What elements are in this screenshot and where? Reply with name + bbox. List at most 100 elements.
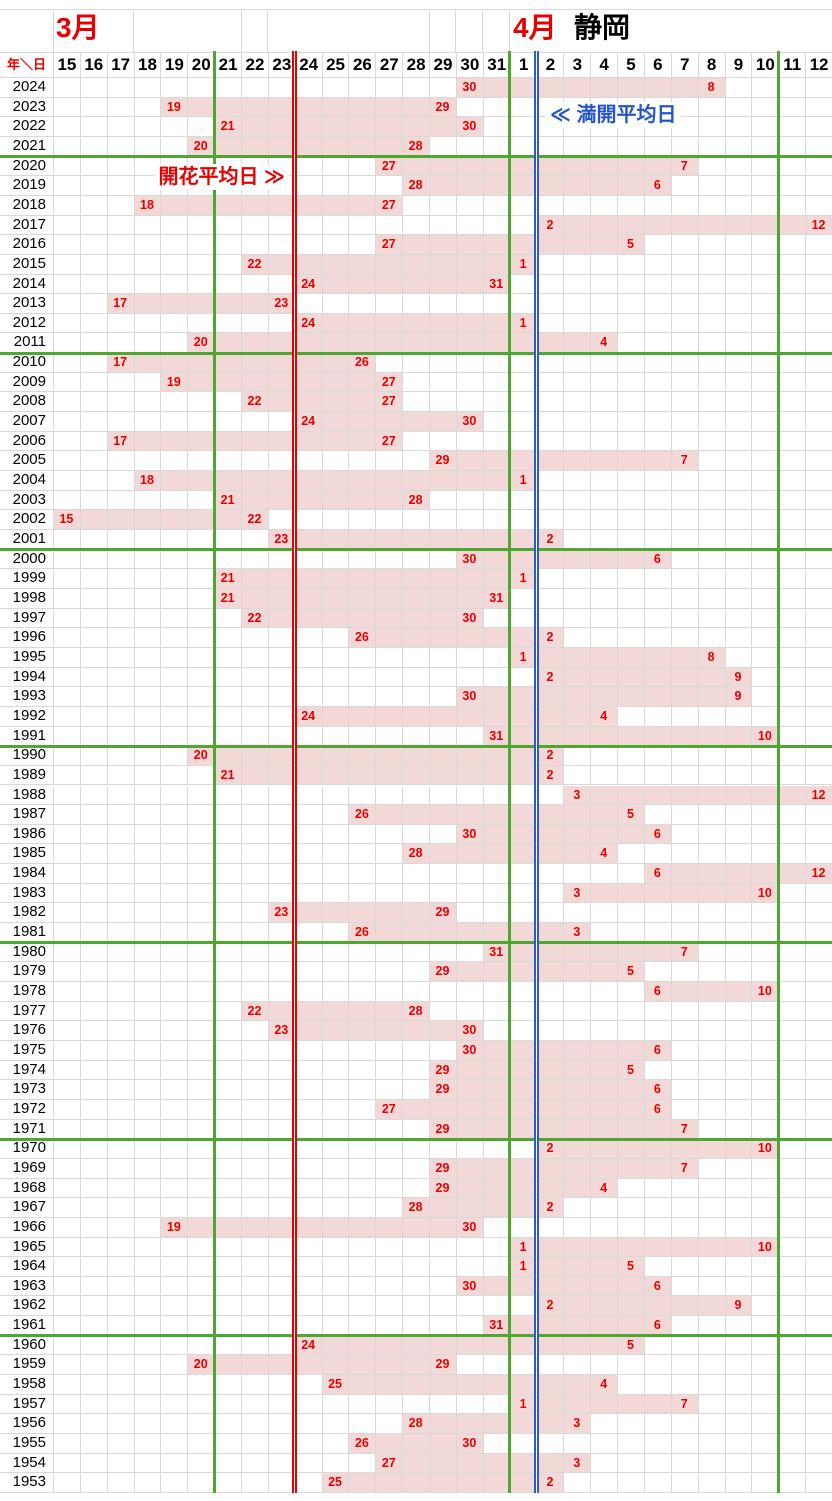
day-cell: [375, 1198, 402, 1217]
flowering-date-label: 27: [381, 158, 396, 173]
full-bloom-date-label: 3: [573, 925, 581, 940]
flowering-date-label: 30: [462, 80, 477, 94]
bloom-period-bar: [321, 1473, 564, 1492]
day-cell: [348, 412, 375, 431]
day-cell: [563, 1119, 590, 1139]
day-cell: [455, 549, 483, 569]
day-cell: [160, 117, 187, 136]
day-cell: [106, 647, 134, 667]
day-cell: [751, 117, 778, 136]
day-cell: [160, 412, 187, 431]
day-cell: [536, 274, 564, 294]
day-cell: [106, 451, 134, 471]
day-cell: [670, 844, 698, 864]
day-cell: [53, 667, 80, 687]
day-cell: [751, 805, 778, 824]
full-bloom-date-label: 31: [489, 590, 504, 605]
day-cell: [106, 136, 134, 156]
day-cell: [617, 1080, 644, 1099]
flowering-date-label: 2: [546, 1141, 554, 1156]
day-cell: [429, 1414, 456, 1434]
day-cell: [724, 785, 752, 805]
day-cell: [643, 1198, 671, 1217]
day-cell: [590, 746, 617, 765]
day-cell: [509, 628, 537, 647]
day-cell: [106, 785, 134, 805]
day-cell: [294, 294, 322, 313]
day-cell: [617, 942, 644, 962]
day-cell: [563, 156, 590, 176]
day-cell: [214, 746, 241, 765]
day-cell: [241, 215, 268, 235]
day-cell: [563, 1355, 590, 1375]
full-bloom-date-label: 23: [274, 296, 289, 311]
day-cell: [79, 117, 107, 136]
day-cell: [751, 1021, 778, 1040]
flowering-date-label: 30: [462, 689, 477, 704]
day-cell: [805, 746, 832, 765]
day-cell: [53, 923, 80, 942]
day-cell: [482, 1434, 510, 1453]
day-cell: [348, 864, 375, 883]
day-cell: [187, 1198, 214, 1217]
bloom-period-bar: [133, 195, 403, 215]
day-cell: [778, 1335, 805, 1355]
day-cell: [267, 1040, 295, 1060]
day-cell: [294, 1158, 322, 1178]
year-row: 2020 27 7: [0, 156, 832, 177]
year-row: 2004 18 1: [0, 471, 832, 491]
day-cell: [805, 530, 832, 549]
day-cell: [536, 490, 564, 510]
day-cell: [563, 982, 590, 1001]
day-cell: [133, 1099, 161, 1119]
day-cell: [563, 549, 590, 569]
day-cell: [106, 1217, 134, 1237]
day-cell: [724, 1119, 752, 1139]
day-cell: [241, 333, 268, 353]
day-cell: [79, 1414, 107, 1434]
day-cell: [321, 1099, 349, 1119]
day-cell: [160, 490, 187, 510]
day-cell: [348, 333, 375, 353]
bloom-period-bar: [241, 254, 537, 274]
day-cell: [348, 982, 375, 1001]
day-cell: [509, 176, 537, 195]
day-cell: [482, 235, 510, 254]
day-cell: [617, 1316, 644, 1335]
full-bloom-date-label: 1: [519, 315, 527, 330]
day-cell: [214, 1040, 241, 1060]
day-cell: [697, 1158, 725, 1178]
day-cell: [617, 1217, 644, 1237]
day-cell: [402, 392, 429, 412]
year-label: 1978: [12, 982, 46, 1000]
day-cell: [751, 785, 778, 805]
day-cell: [563, 588, 590, 608]
day-cell: [187, 195, 214, 215]
year-row: 1998 21 31: [0, 588, 832, 609]
day-cell: [160, 1355, 187, 1375]
day-cell: [241, 1119, 268, 1139]
day-cell: [590, 1099, 617, 1119]
day-cell: [617, 1355, 644, 1375]
day-cell: [778, 628, 805, 647]
day-cell: [402, 1237, 429, 1257]
day-cell: [429, 1119, 456, 1139]
year-row: 2014 24 31: [0, 274, 832, 295]
year-row: 1977 22 28: [0, 1001, 832, 1022]
day-cell: [321, 1217, 349, 1237]
day-cell: [590, 706, 617, 726]
day-cell: [348, 883, 375, 903]
flowering-date-label: 29: [435, 964, 450, 979]
day-cell: [536, 1375, 564, 1394]
flowering-date-label: 23: [274, 1023, 289, 1038]
day-cell: [53, 1060, 80, 1080]
day-cell: [724, 235, 752, 254]
day-cell: [617, 765, 644, 785]
day-cell: [536, 1119, 564, 1139]
day-cell: [670, 982, 698, 1001]
day-cell: [670, 353, 698, 372]
day-cell: [294, 1040, 322, 1060]
day-cell: [348, 824, 375, 844]
day-cell: [160, 333, 187, 353]
